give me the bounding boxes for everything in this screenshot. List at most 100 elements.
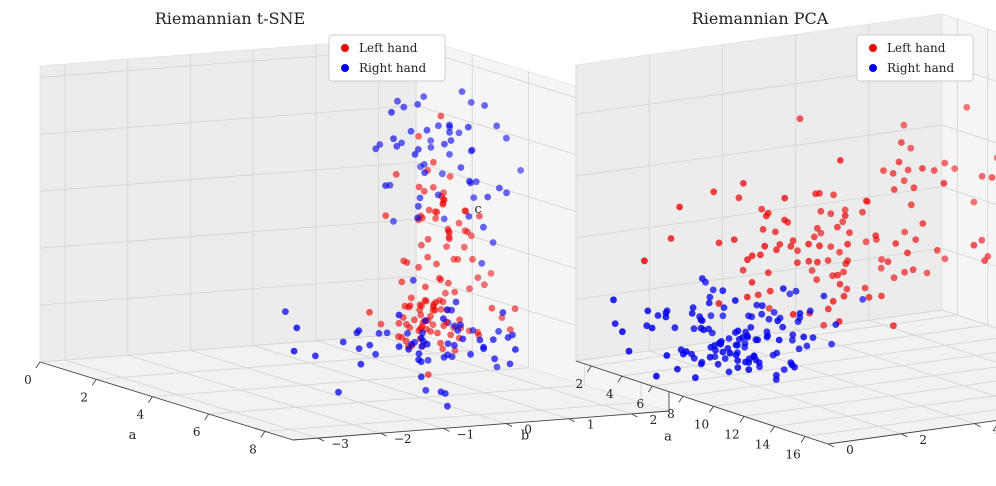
legend-label: Left hand	[359, 41, 418, 55]
data-point-left-hand	[812, 190, 819, 197]
data-point-right-hand	[804, 343, 811, 350]
data-point-left-hand	[461, 244, 468, 251]
chart-title: Riemannian PCA	[692, 9, 829, 28]
data-point-right-hand	[500, 309, 507, 316]
data-point-left-hand	[834, 224, 841, 231]
data-point-left-hand	[668, 235, 675, 242]
data-point-left-hand	[790, 311, 797, 318]
data-point-left-hand	[438, 306, 445, 313]
data-point-right-hand	[418, 374, 425, 381]
data-point-left-hand	[433, 261, 440, 268]
data-point-left-hand	[760, 226, 767, 233]
data-point-right-hand	[517, 167, 524, 174]
data-point-left-hand	[941, 160, 948, 167]
data-point-left-hand	[415, 133, 422, 140]
data-point-left-hand	[710, 188, 717, 195]
data-point-right-hand	[796, 345, 803, 352]
data-point-right-hand	[421, 161, 428, 168]
x-tick-label: 8	[667, 407, 675, 421]
x-tick	[205, 414, 209, 420]
data-point-right-hand	[415, 203, 422, 210]
data-point-right-hand	[396, 312, 403, 319]
data-point-right-hand	[467, 351, 474, 358]
data-point-left-hand	[941, 180, 948, 187]
data-point-right-hand	[480, 344, 487, 351]
data-point-left-hand	[425, 236, 432, 243]
data-point-right-hand	[742, 340, 749, 347]
data-point-left-hand	[430, 184, 437, 191]
data-point-left-hand	[890, 170, 897, 177]
data-point-left-hand	[395, 333, 402, 340]
data-point-left-hand	[814, 259, 821, 266]
legend-label: Left hand	[887, 41, 946, 55]
data-point-right-hand	[422, 387, 429, 394]
data-point-right-hand	[692, 374, 699, 381]
data-point-right-hand	[742, 359, 749, 366]
data-point-right-hand	[453, 299, 460, 306]
data-point-left-hand	[405, 304, 412, 311]
data-point-left-hand	[862, 285, 869, 292]
data-point-right-hand	[759, 302, 766, 309]
data-point-left-hand	[772, 229, 779, 236]
data-point-right-hand	[747, 324, 754, 331]
data-point-left-hand	[842, 212, 849, 219]
data-point-right-hand	[440, 315, 447, 322]
data-point-right-hand	[484, 194, 491, 201]
data-point-right-hand	[435, 122, 442, 129]
legend-marker	[341, 44, 349, 52]
data-point-left-hand	[418, 242, 425, 249]
data-point-left-hand	[827, 243, 834, 250]
x-tick-label: 12	[724, 427, 739, 441]
data-point-left-hand	[904, 250, 911, 257]
data-point-left-hand	[765, 269, 772, 276]
data-point-left-hand	[432, 215, 439, 222]
data-point-right-hand	[354, 329, 361, 336]
data-point-left-hand	[924, 270, 931, 277]
data-point-left-hand	[820, 322, 827, 329]
data-point-right-hand	[503, 135, 510, 142]
data-point-right-hand	[786, 291, 793, 298]
data-point-left-hand	[438, 113, 445, 120]
data-point-right-hand	[358, 361, 365, 368]
data-point-left-hand	[716, 240, 723, 247]
data-point-left-hand	[426, 207, 433, 214]
data-point-right-hand	[698, 361, 705, 368]
data-point-right-hand	[480, 224, 487, 231]
data-point-left-hand	[846, 229, 853, 236]
data-point-right-hand	[393, 143, 400, 150]
y-tick	[443, 428, 449, 431]
data-point-left-hand	[439, 346, 446, 353]
data-point-right-hand	[789, 361, 796, 368]
data-point-right-hand	[726, 369, 733, 376]
data-point-right-hand	[706, 300, 713, 307]
data-point-right-hand	[494, 364, 501, 371]
data-point-right-hand	[470, 194, 477, 201]
x-tick-label: 0	[24, 373, 32, 387]
y-tick	[381, 433, 387, 436]
data-point-right-hand	[445, 340, 452, 347]
data-point-left-hand	[456, 220, 463, 227]
legend-marker	[869, 64, 877, 72]
data-point-right-hand	[396, 343, 403, 350]
y-tick	[631, 414, 637, 417]
data-point-right-hand	[458, 164, 465, 171]
data-point-left-hand	[919, 165, 926, 172]
x-tick	[148, 397, 152, 403]
data-point-left-hand	[942, 255, 949, 262]
x-tick-label: 14	[755, 437, 771, 451]
y-tick-label: 2	[650, 413, 658, 427]
data-point-left-hand	[443, 243, 450, 250]
data-point-left-hand	[866, 294, 873, 301]
data-point-right-hand	[698, 325, 705, 332]
data-point-right-hand	[776, 337, 783, 344]
data-point-left-hand	[797, 115, 804, 122]
x-tick	[801, 436, 805, 442]
data-point-right-hand	[491, 355, 498, 362]
data-point-left-hand	[989, 174, 996, 181]
data-point-left-hand	[366, 309, 373, 316]
data-point-right-hand	[512, 346, 519, 353]
y-tick-label: −3	[331, 437, 349, 451]
data-point-right-hand	[773, 372, 780, 379]
data-point-left-hand	[425, 371, 432, 378]
data-point-right-hand	[732, 297, 739, 304]
